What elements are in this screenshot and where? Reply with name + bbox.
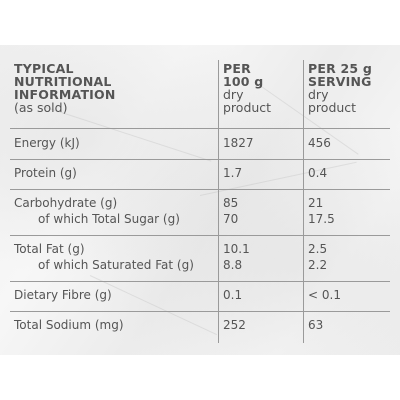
row-sub-per100: 8.8 [223,258,243,272]
row-per100: 252 [223,318,246,332]
row-per-serving: 0.4 [308,166,328,180]
row-per100: 10.1 [223,242,250,256]
row-per-serving: 2.5 [308,242,328,256]
header-per100-dry: dry [223,87,244,102]
header-subtitle: (as sold) [14,100,68,115]
row-sub-per-serving: 17.5 [308,212,335,226]
row-label: Total Sodium (mg) [14,318,124,332]
column-divider [303,60,304,343]
header-title-line-3: INFORMATION [14,87,116,102]
row-rule [10,235,390,236]
row-per-serving: 21 [308,196,324,210]
header-serving-line-2: SERVING [308,74,372,89]
header-serving-dry: dry [308,87,329,102]
marble-background [0,45,400,355]
row-per-serving: 63 [308,318,324,332]
row-sub-per100: 70 [223,212,239,226]
row-sub-per-serving: 2.2 [308,258,328,272]
row-rule [10,311,390,312]
header-serving-product: product [308,100,357,115]
row-per100: 1827 [223,136,254,150]
row-label: Protein (g) [14,166,77,180]
row-label: Carbohydrate (g) [14,196,118,210]
row-rule [10,281,390,282]
column-divider [218,60,219,343]
row-per100: 85 [223,196,239,210]
row-per-serving: < 0.1 [308,288,341,302]
header-per100-line-2: 100 g [223,74,264,89]
header-serving-line-1: PER 25 g [308,61,372,76]
header-rule [10,128,390,129]
header-per100-line-1: PER [223,61,251,76]
header-title-line-2: NUTRITIONAL [14,74,112,89]
row-label: Dietary Fibre (g) [14,288,112,302]
row-per-serving: 456 [308,136,331,150]
header-title-line-1: TYPICAL [14,61,74,76]
row-rule [10,189,390,190]
row-per100: 1.7 [223,166,243,180]
header-per100-product: product [223,100,272,115]
row-label: Energy (kJ) [14,136,80,150]
row-sub-label: of which Saturated Fat (g) [38,258,194,272]
row-rule [10,159,390,160]
row-label: Total Fat (g) [14,242,85,256]
row-per100: 0.1 [223,288,243,302]
row-sub-label: of which Total Sugar (g) [38,212,180,226]
